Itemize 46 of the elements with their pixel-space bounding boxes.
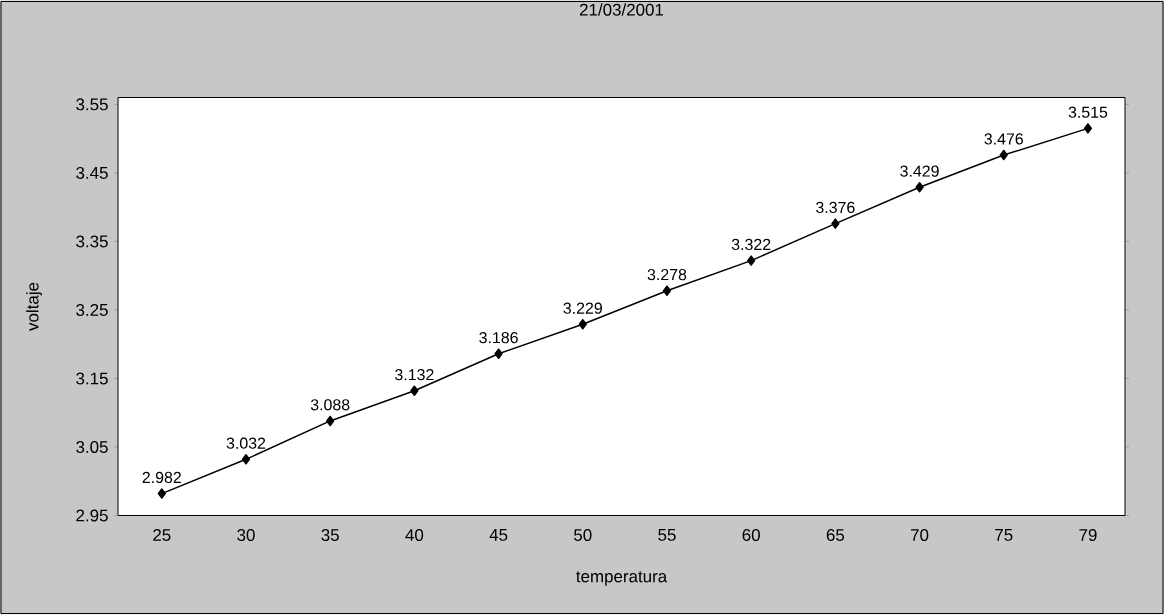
data-label: 3.322 [731,239,771,251]
x-tick-label: 55 [658,529,676,542]
data-label: 3.429 [900,165,939,177]
point [157,488,166,500]
data-label: 3.376 [816,202,855,214]
x-tick-label: 65 [826,529,845,542]
data-label: 3.476 [984,133,1023,145]
y-tick-label: 3.25 [76,304,108,317]
point [241,454,251,465]
point [831,218,840,230]
x-tick-label: 60 [742,529,760,542]
x-tick-label: 75 [995,529,1013,542]
x-tick-label: 30 [237,529,255,542]
data-label: 3.229 [563,302,602,315]
point [410,385,419,397]
y-tick-label: 3.55 [76,98,108,111]
point [747,255,756,267]
y-tick-label: 2.95 [76,509,108,522]
x-tick-label: 35 [321,529,339,542]
x-tick-label: 40 [405,529,424,542]
data-label: 3.088 [310,399,350,411]
y-tick-label: 3.15 [76,372,108,385]
data-label: 3.186 [479,332,518,344]
y-tick-label: 3.05 [76,441,108,454]
point [999,150,1008,161]
data-label: 3.515 [1068,106,1108,119]
point [1083,123,1093,134]
x-tick-label: 25 [153,529,171,542]
x-tick-label: 50 [574,529,592,542]
y-axis-title: voltaje [26,283,42,332]
point [326,415,335,427]
point [915,182,924,193]
x-tick-label: 45 [489,529,508,542]
y-tick-label: 3.45 [76,167,108,180]
point [494,348,503,360]
data-label: 3.278 [647,269,687,281]
x-tick-label: 70 [911,529,929,542]
data-label: 2.982 [142,472,181,484]
data-label: 3.032 [226,437,266,450]
data-label: 3.132 [395,369,434,381]
point [662,285,672,297]
x-tick-label: 79 [1079,529,1097,542]
chart-title: 21/03/2001 [579,3,664,17]
point [578,319,587,330]
y-tick-label: 3.35 [76,235,108,248]
x-axis-title: temperatura [576,571,668,586]
